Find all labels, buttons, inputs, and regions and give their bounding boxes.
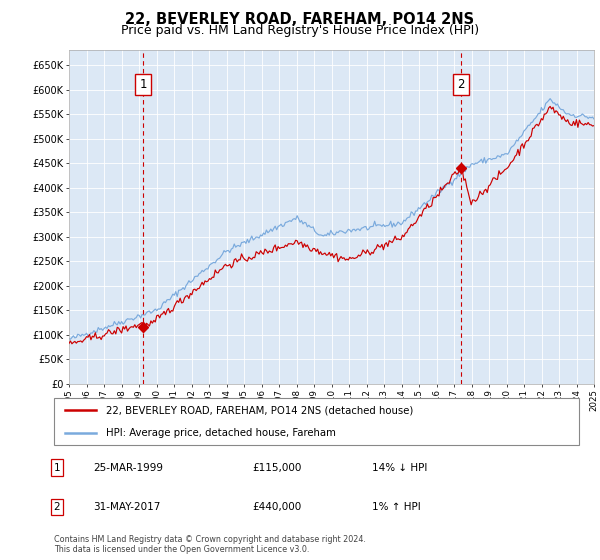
Text: 25-MAR-1999: 25-MAR-1999 [93, 463, 163, 473]
Text: 1: 1 [53, 463, 61, 473]
Text: Contains HM Land Registry data © Crown copyright and database right 2024.
This d: Contains HM Land Registry data © Crown c… [54, 535, 366, 554]
Text: 22, BEVERLEY ROAD, FAREHAM, PO14 2NS (detached house): 22, BEVERLEY ROAD, FAREHAM, PO14 2NS (de… [107, 405, 414, 416]
Text: Price paid vs. HM Land Registry's House Price Index (HPI): Price paid vs. HM Land Registry's House … [121, 24, 479, 36]
Text: £440,000: £440,000 [252, 502, 301, 512]
Text: 2: 2 [53, 502, 61, 512]
Text: 14% ↓ HPI: 14% ↓ HPI [372, 463, 427, 473]
Text: £115,000: £115,000 [252, 463, 301, 473]
Text: 1: 1 [139, 78, 147, 91]
Text: 31-MAY-2017: 31-MAY-2017 [93, 502, 160, 512]
Text: HPI: Average price, detached house, Fareham: HPI: Average price, detached house, Fare… [107, 428, 337, 438]
Text: 2: 2 [457, 78, 465, 91]
Text: 22, BEVERLEY ROAD, FAREHAM, PO14 2NS: 22, BEVERLEY ROAD, FAREHAM, PO14 2NS [125, 12, 475, 27]
Text: 1% ↑ HPI: 1% ↑ HPI [372, 502, 421, 512]
FancyBboxPatch shape [54, 398, 579, 445]
